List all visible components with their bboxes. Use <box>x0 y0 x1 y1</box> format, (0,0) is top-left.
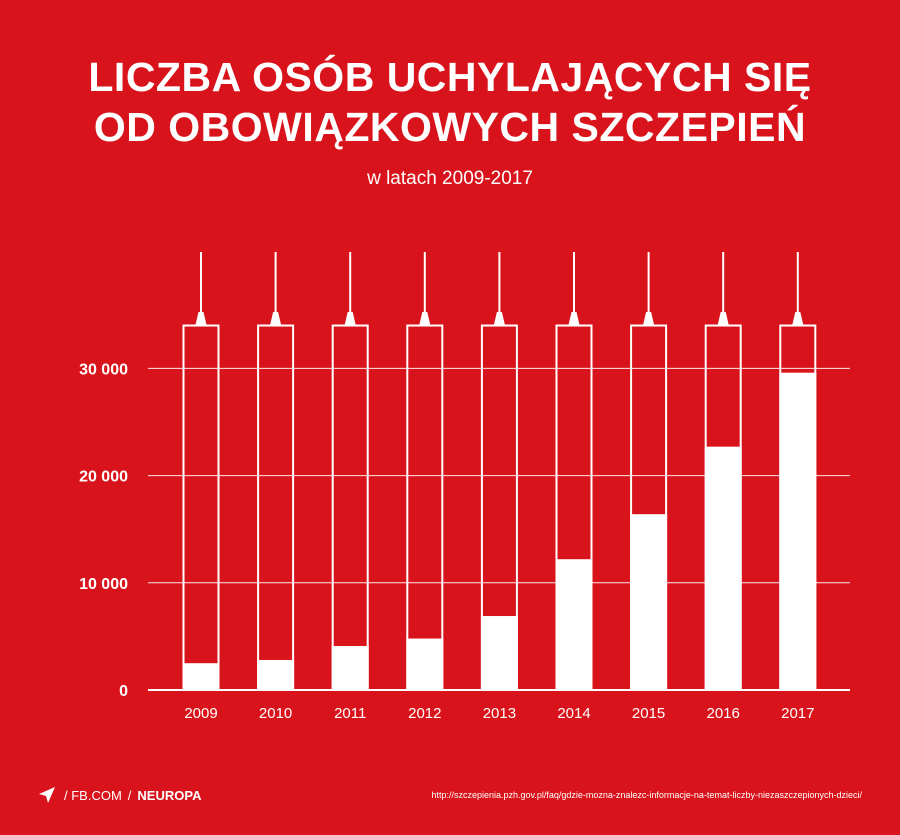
syringe-barrel <box>630 324 668 691</box>
syringe-barrel <box>480 324 518 691</box>
x-tick-label: 2015 <box>632 705 665 722</box>
syringe-hub <box>417 312 432 327</box>
syringe-barrel <box>331 324 369 691</box>
source-url: http://szczepienia.pzh.gov.pl/faq/gdzie-… <box>431 790 862 800</box>
bar-value <box>331 646 369 690</box>
x-tick-label: 2017 <box>781 705 814 722</box>
x-tick-label: 2011 <box>334 705 366 722</box>
footer-brand: NEUROPA <box>137 787 202 803</box>
bar-value <box>257 659 295 690</box>
syringe-hub <box>343 312 358 327</box>
syringe-hub <box>567 312 581 327</box>
x-tick-label: 2014 <box>557 705 590 722</box>
y-tick-label: 20 000 <box>79 469 128 486</box>
syringe-hub <box>194 312 208 327</box>
y-tick-label: 30 000 <box>79 361 128 378</box>
footer-slash: / <box>127 787 132 803</box>
chart-title-line-2: OD OBOWIĄZKOWYCH SZCZEPIEŃ <box>93 104 807 150</box>
syringe-hub <box>790 312 805 327</box>
syringe-hub <box>268 312 283 327</box>
bar-value <box>779 372 817 690</box>
syringe-hub <box>492 312 507 327</box>
bar-value <box>406 638 444 690</box>
x-tick-label: 2016 <box>707 705 740 722</box>
footer-fb: FB.COM <box>71 787 122 803</box>
syringe-barrel <box>257 324 295 691</box>
x-tick-label: 2013 <box>483 705 516 722</box>
chart-title-line-1: LICZBA OSÓB UCHYLAJĄCYCH SIĘ <box>88 54 812 100</box>
x-tick-label: 2009 <box>184 705 217 722</box>
x-tick-label: 2010 <box>259 705 292 722</box>
paper-plane-icon <box>39 787 55 803</box>
y-tick-label: 0 <box>119 683 128 700</box>
bar-value <box>480 616 518 690</box>
syringe-barrel <box>182 324 220 691</box>
syringe-barrel <box>406 324 444 691</box>
bar-value <box>555 559 593 690</box>
syringe-hub <box>716 312 731 327</box>
bar-value <box>704 446 742 690</box>
footer-slash: / <box>64 787 72 803</box>
chart-title: LICZBA OSÓB UCHYLAJĄCYCH SIĘ OD OBOWIĄZK… <box>0 52 900 152</box>
syringe-hub <box>641 312 656 327</box>
chart-subtitle: w latach 2009-2017 <box>367 168 533 189</box>
bar-value <box>182 663 220 690</box>
footer-branding: / FB.COM / NEUROPA <box>38 786 201 804</box>
y-tick-label: 10 000 <box>79 576 128 593</box>
syringe-barrel <box>704 324 742 691</box>
bar-value <box>630 514 668 690</box>
syringe-barrel <box>555 324 593 691</box>
x-tick-label: 2012 <box>408 705 441 722</box>
syringe-barrel <box>779 324 817 691</box>
